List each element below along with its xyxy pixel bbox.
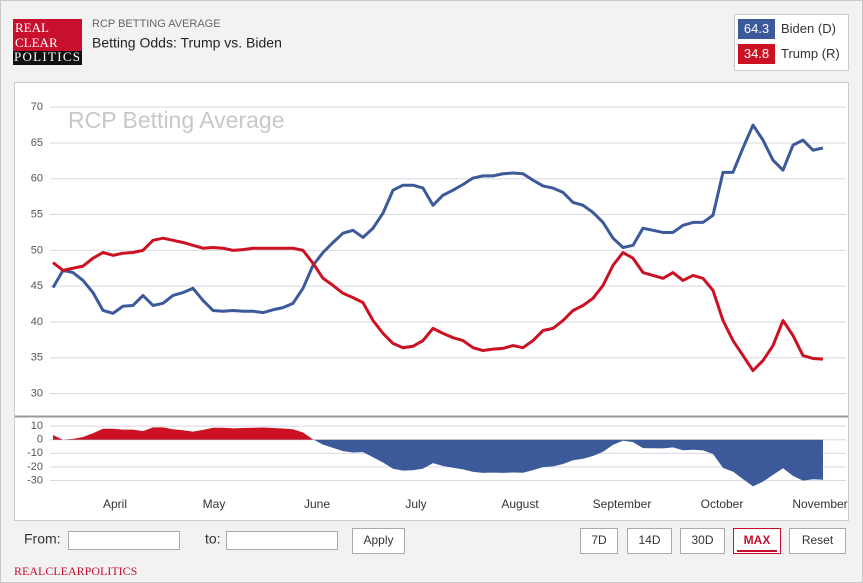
y-tick-label: 0 [37,434,43,446]
y-tick-label: 10 [31,420,43,432]
apply-label: Apply [363,533,393,547]
range-label: 14D [638,533,660,547]
x-tick-label: August [501,497,539,511]
y-tick-label: -20 [27,461,43,473]
controls: From: to: Apply 7D 14D 30D MAX Reset [24,528,846,554]
watermark: RCP Betting Average [68,107,285,133]
kicker: RCP BETTING AVERAGE [92,18,221,30]
y-tick-label: -30 [27,474,43,486]
x-tick-label: October [701,497,744,511]
x-tick-label: September [593,497,652,511]
legend-value: 64.3 [744,21,769,36]
y-tick-label: -10 [27,447,43,459]
legend-label: Biden (D) [781,21,836,36]
range-button[interactable] [789,528,846,554]
y-tick-label: 50 [31,244,43,256]
range-button[interactable] [680,528,725,554]
x-tick-label: July [405,497,426,511]
logo-text: POLITICS [14,49,80,64]
x-tick-label: April [103,497,127,511]
range-label: MAX [744,533,771,547]
to-label: to: [205,531,221,547]
spread-area-positive [53,427,314,440]
logo: REAL CLEAR POLITICS [13,19,82,65]
series-line [52,236,824,373]
legend-value: 34.8 [744,46,769,61]
title: Betting Odds: Trump vs. Biden [92,35,282,51]
y-tick-label: 70 [31,101,43,113]
range-button[interactable] [733,528,781,554]
y-tick-label: 60 [31,173,43,185]
spread-area-negative [53,439,823,487]
y-tick-label: 40 [31,316,43,328]
from-input[interactable] [68,531,180,550]
logo-text: CLEAR [15,35,58,50]
x-tick-label: November [792,497,847,511]
apply-button[interactable] [352,528,405,554]
y-tick-label: 45 [31,280,43,292]
x-tick-label: May [203,497,226,511]
range-button[interactable] [580,528,618,554]
legend: 64.3 34.8 Biden (D) Trump (R) [734,14,849,71]
to-input[interactable] [226,531,338,550]
range-label: Reset [802,533,834,547]
y-tick-label: 55 [31,208,43,220]
legend-label: Trump (R) [781,46,840,61]
logo-text: REAL [15,20,49,35]
footer: REALCLEARPOLITICS [14,564,137,578]
range-label: 30D [691,533,713,547]
series-line [51,123,824,315]
range-button[interactable] [627,528,672,554]
x-tick-label: June [304,497,330,511]
y-tick-label: 65 [31,137,43,149]
from-label: From: [24,531,61,547]
y-tick-label: 35 [31,352,43,364]
range-label: 7D [591,533,607,547]
y-tick-label: 30 [31,387,43,399]
